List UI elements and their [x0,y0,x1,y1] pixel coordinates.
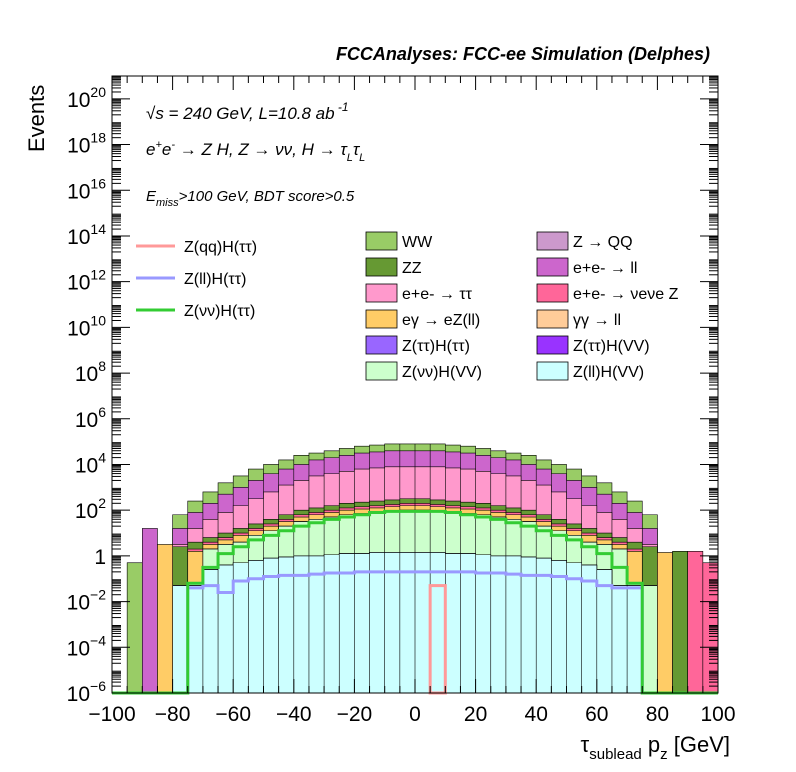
legend-swatch [365,231,398,251]
x-tick-label: −40 [276,703,312,726]
legend-swatch [536,231,569,251]
x-tick-label: 100 [700,703,735,726]
legend-swatch [365,257,398,277]
y-tick-label: 10−4 [67,632,107,660]
tail-bin [687,551,704,694]
legend-swatch [365,283,398,303]
legend-swatch [536,309,569,329]
legend-swatch [536,257,569,277]
annotations: √s = 240 GeV, L=10.8 ab -1 e+e- → Z H, Z… [146,100,365,209]
x-tick-label: −80 [155,703,191,726]
x-tick-label: 40 [525,703,548,726]
legend-line-label: Z(ll)H(ττ) [184,271,246,288]
axes: −100 −80 −60 −40 −20 0 20 40 60 80 100 10−6 10−4 10−2… [67,76,736,726]
cut-label: Emiss>100 GeV, BDT score>0.5 [146,188,355,209]
y-tick-label: 1020 [67,84,106,112]
stack-z-ll-h-vv- [172,552,643,694]
tail-bin [126,562,143,694]
line-z-h- [112,509,718,695]
signal-lines [112,509,718,695]
y-tick-label: 1012 [67,267,106,295]
legend-swatch [365,335,398,355]
y-tick-label: 106 [75,404,106,432]
x-axis-label: τsublead pz [GeV] [581,732,730,763]
tail-bin [157,544,173,694]
x-tick-label: 80 [646,703,669,726]
legend-label: e+e- → ll [573,260,637,277]
legend-label: Z(ττ)H(ττ) [402,338,470,355]
tail-bin [142,528,158,694]
legend-label: e+e- → ττ [402,286,473,303]
legend-swatch [536,283,569,303]
x-tick-label: −20 [337,703,373,726]
legend-line-label: Z(qq)H(ττ) [184,239,257,256]
x-tick-label: 0 [409,703,421,726]
process-label: e+e- → Z H, Z → νν, H → τLτL [146,139,365,164]
legend-label: Z(νν)H(VV) [402,364,482,381]
legend-label: γγ → ll [573,312,621,329]
x-tick-label: 20 [464,703,487,726]
x-tick-label: −100 [88,703,135,726]
y-tick-label: 102 [75,495,106,523]
legend-label: ZZ [402,260,422,277]
y-tick-label: 1010 [67,312,106,340]
y-tick-label: 1 [94,546,106,569]
legend-label: e+e- → νeνe Z [573,286,679,303]
y-tick-label: 1018 [67,130,106,158]
legend-label: Z → QQ [573,234,633,251]
tail-bin [672,551,688,694]
legend-label: Z(ll)H(VV) [573,364,644,381]
legend: Z(qq)H(ττ) Z(ll)H(ττ) Z(νν)H(ττ) WW Z → QQ ZZ… [136,231,679,381]
legend-swatch [365,309,398,329]
legend-swatch [536,335,569,355]
legend-label: WW [402,234,433,251]
stack-layers [126,443,719,694]
y-axis-label: Events [24,85,49,152]
x-tick-label: −60 [215,703,251,726]
y-tick-label: 108 [75,358,106,386]
x-tick-label: 60 [585,703,608,726]
legend-line-label: Z(νν)H(ττ) [184,303,255,320]
legend-swatch [365,361,398,381]
y-tick-label: 10−6 [67,678,107,706]
energy-label: √s = 240 GeV, L=10.8 ab -1 [146,100,349,123]
legend-label: Z(ττ)H(VV) [573,338,650,355]
line-z-ll-h- [112,570,718,695]
y-tick-label: 1014 [67,221,106,249]
legend-label: eγ → eZ(ll) [402,312,480,329]
y-tick-label: 10−2 [67,587,107,615]
y-tick-label: 1016 [67,175,106,203]
y-tick-label: 104 [75,449,106,477]
tail-bin [657,552,673,694]
legend-swatch [536,361,569,381]
chart-header: FCCAnalyses: FCC-ee Simulation (Delphes) [336,44,710,64]
